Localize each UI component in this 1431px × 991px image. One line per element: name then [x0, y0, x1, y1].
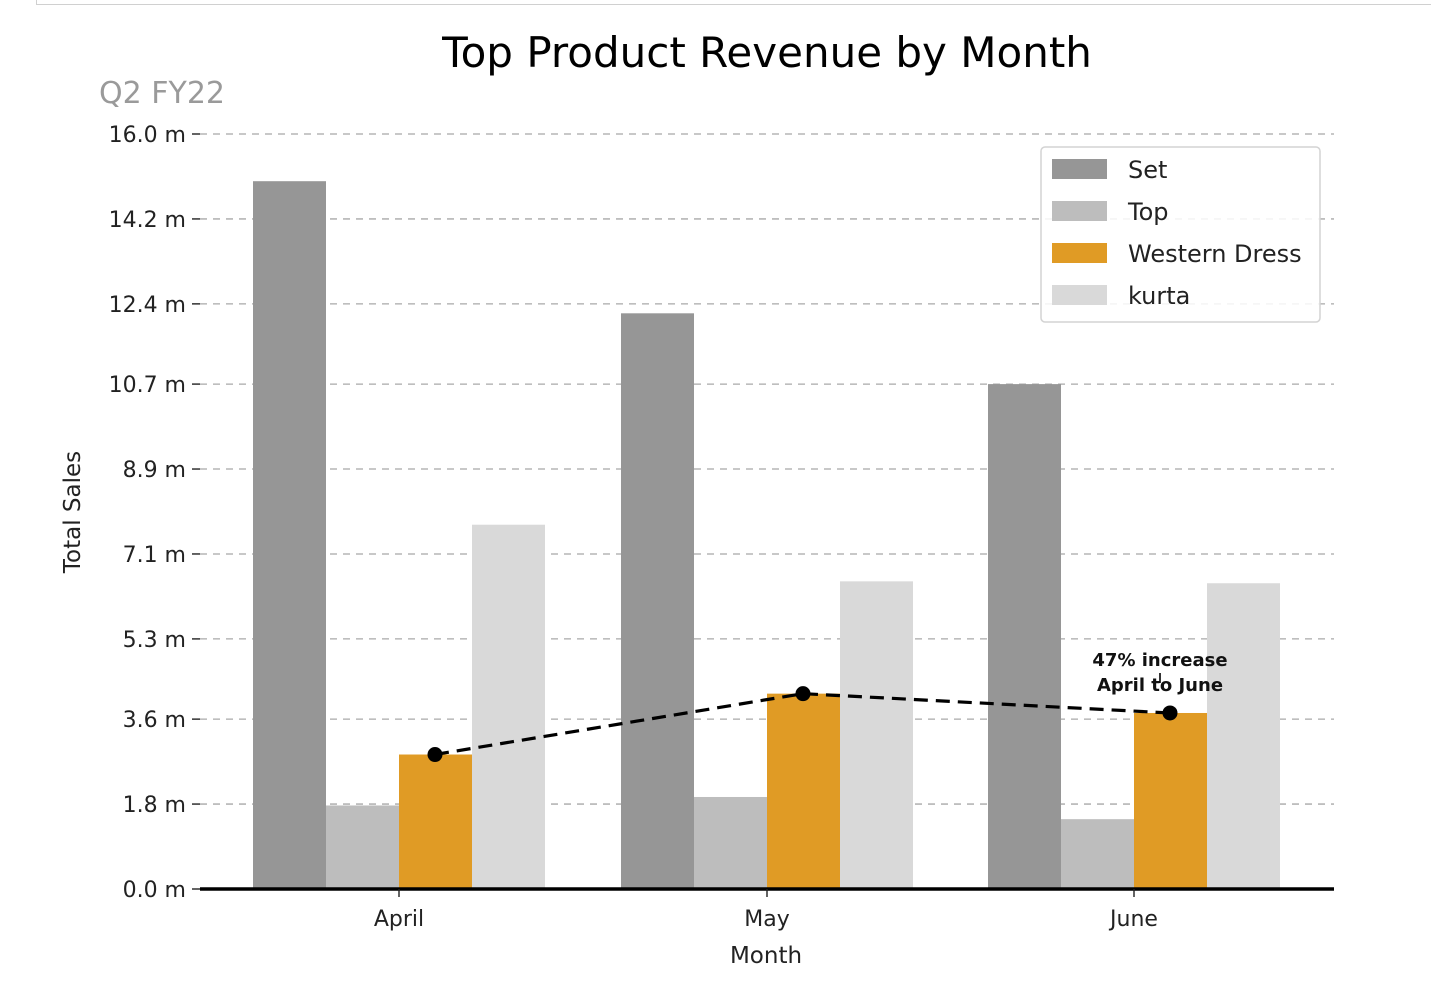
top-border [36, 0, 1431, 5]
trend-point-june [1162, 705, 1178, 721]
bar-set-june [988, 384, 1061, 889]
gridlines [200, 133, 1334, 805]
legend-swatch [1052, 285, 1107, 305]
y-axis-label: Total Sales [60, 451, 86, 574]
bars [253, 181, 1280, 889]
trend-point-april [427, 747, 443, 763]
x-tick-label-april: April [374, 907, 424, 932]
bar-kurta-may [840, 581, 913, 889]
trend-polyline [434, 692, 1171, 757]
trend-point-may [795, 686, 811, 702]
legend-swatch [1052, 243, 1107, 263]
y-tick-label: 12.4 m [109, 293, 186, 318]
bar-kurta-april [472, 524, 545, 889]
trend-line [427, 686, 1178, 763]
y-tick-label: 1.8 m [123, 793, 186, 818]
x-tick-label-june: June [1108, 907, 1158, 932]
y-tick-label: 3.6 m [123, 708, 186, 733]
legend-swatch [1052, 201, 1107, 221]
bar-set-may [621, 313, 694, 889]
bar-top-june [1061, 819, 1134, 889]
legend: Set Top Western Dress kurta [1040, 146, 1321, 323]
annotation-text: April to June [1097, 675, 1223, 696]
annotation: 47% increase April to June [1092, 650, 1227, 696]
bar-top-april [326, 805, 399, 889]
bar-set-april [253, 181, 326, 889]
chart-subtitle: Q2 FY22 [99, 76, 225, 111]
y-tick-label: 7.1 m [123, 543, 186, 568]
y-axis: 0.0 m 1.8 m 3.6 m 5.3 m 7.1 m 8.9 m 10.7 m 12.4… [109, 123, 200, 903]
chart-title: Top Product Revenue by Month [441, 28, 1092, 77]
bar-western-dress-may [767, 693, 840, 889]
annotation-text: 47% increase [1092, 650, 1227, 671]
y-tick-label: 0.0 m [123, 878, 186, 903]
x-axis: April May June [200, 887, 1334, 932]
y-tick-label: 16.0 m [109, 123, 186, 148]
y-tick-label: 10.7 m [109, 373, 186, 398]
legend-box [1040, 146, 1321, 323]
legend-label: Top [1127, 198, 1169, 226]
y-tick-label: 8.9 m [123, 458, 186, 483]
bar-western-dress-june [1134, 712, 1207, 889]
y-tick-label: 14.2 m [109, 208, 186, 233]
y-tick-label: 5.3 m [123, 628, 186, 653]
legend-label: Set [1128, 156, 1167, 184]
bar-kurta-june [1207, 583, 1280, 889]
bar-top-may [694, 796, 767, 889]
x-axis-label: Month [730, 943, 802, 969]
x-tick-label-may: May [744, 907, 789, 932]
legend-label: Western Dress [1128, 240, 1302, 268]
legend-label: kurta [1128, 282, 1190, 310]
legend-swatch [1052, 159, 1107, 179]
bar-western-dress-april [399, 754, 472, 889]
